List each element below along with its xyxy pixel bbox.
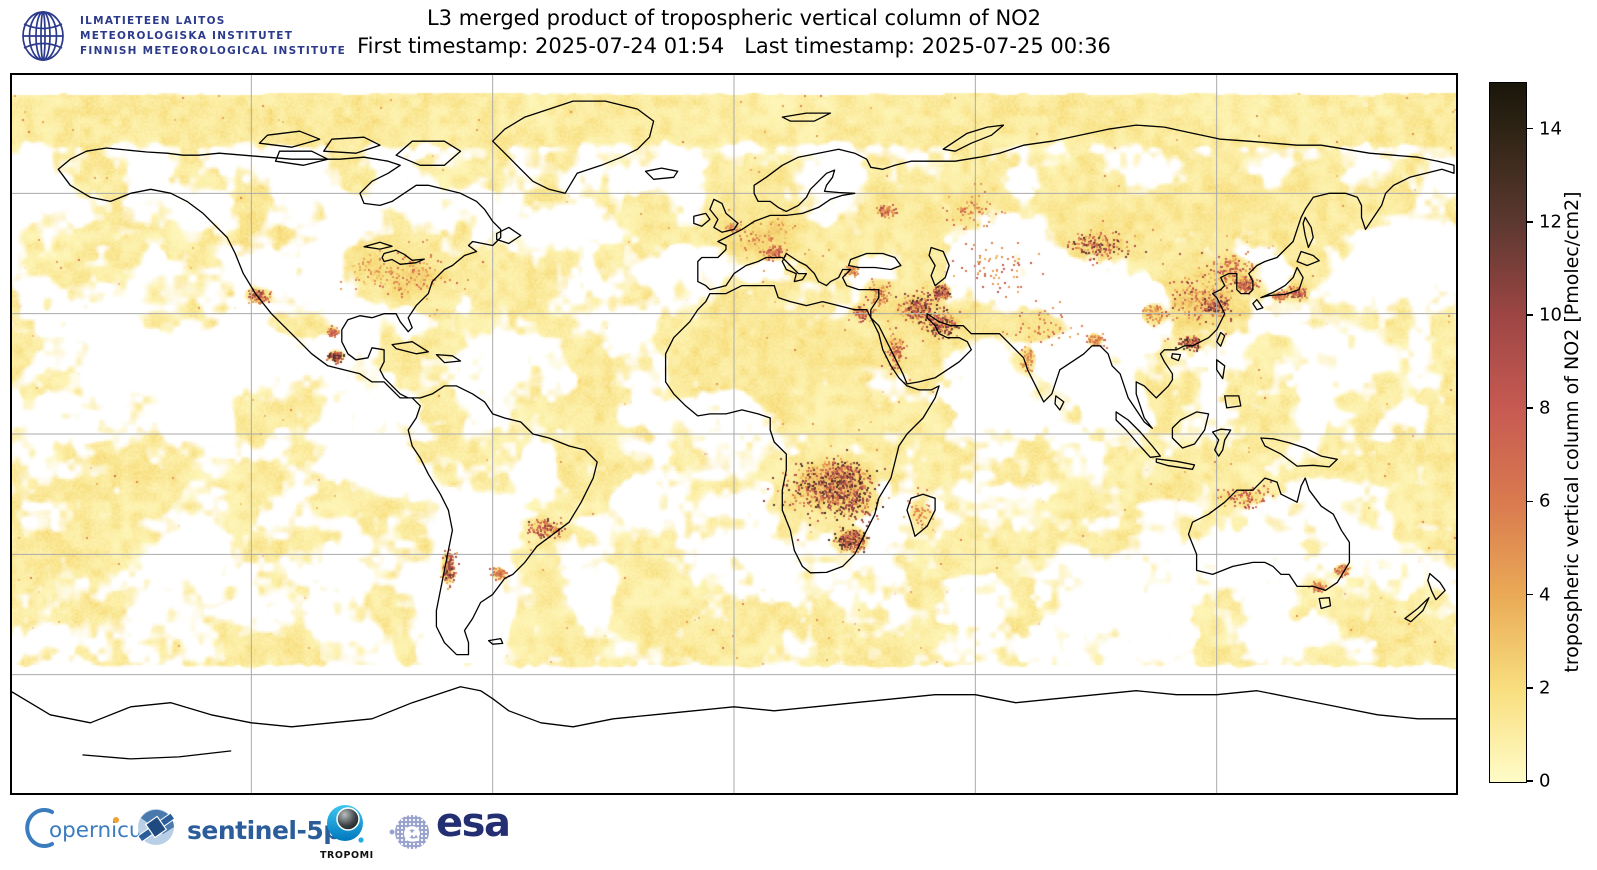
- gridlines-layer: [10, 73, 1458, 795]
- colorbar-tick: [1527, 780, 1533, 782]
- page-subtitle: First timestamp: 2025-07-24 01:54 Last t…: [357, 34, 1111, 58]
- svg-text:e: e: [403, 817, 421, 848]
- institute-line-en: FINNISH METEOROLOGICAL INSTITUTE: [80, 44, 347, 57]
- page-title: L3 merged product of tropospheric vertic…: [426, 6, 1042, 30]
- colorbar-tick: [1527, 221, 1533, 223]
- institute-line-fi: ILMATIETEEN LAITOS: [80, 14, 226, 27]
- esa-logo: e esa: [388, 800, 511, 854]
- colorbar: [1489, 82, 1527, 783]
- colorbar-tick: [1527, 593, 1533, 596]
- fmi-logo: ILMATIETEEN LAITOS METEOROLOGISKA INSTIT…: [20, 10, 346, 62]
- copernicus-crescent-icon: [25, 808, 54, 848]
- tropomi-logo: TROPOMI: [320, 802, 374, 861]
- tropomi-icon: [326, 805, 364, 843]
- colorbar-tick: [1527, 314, 1533, 316]
- colorbar-tick: [1527, 687, 1533, 689]
- sentinel5p-satellite-icon: [137, 809, 176, 845]
- copernicus-label: opernicus: [49, 816, 154, 843]
- map-frame: [10, 73, 1458, 795]
- sentinel5p-label: sentinel-5p: [187, 815, 341, 845]
- colorbar-tick: [1527, 500, 1533, 503]
- footer: opernicus sentinel-5p: [0, 796, 1597, 870]
- copernicus-dot-icon: [112, 816, 119, 823]
- tropomi-label: TROPOMI: [320, 850, 374, 861]
- map-overlay: [10, 73, 1458, 795]
- sentinel5p-logo: sentinel-5p: [133, 804, 341, 850]
- colorbar-tick-label: 6: [1539, 490, 1551, 512]
- esa-label: esa: [436, 800, 511, 846]
- colorbar-axis-label: tropospheric vertical column of NO2 [Pmo…: [1561, 191, 1583, 673]
- esa-globe-icon: e: [389, 815, 429, 849]
- colorbar-tick: [1527, 407, 1533, 409]
- colorbar-tick-label: 4: [1539, 584, 1551, 606]
- colorbar-tick-label: 0: [1539, 770, 1551, 792]
- coastlines-layer: [10, 100, 1458, 760]
- institute-name: ILMATIETEEN LAITOS METEOROLOGISKA INSTIT…: [80, 14, 346, 59]
- world-map: [10, 73, 1458, 795]
- colorbar-tick-label: 10: [1539, 304, 1562, 326]
- colorbar-tick-label: 12: [1539, 211, 1562, 233]
- fmi-globe-icon: [22, 11, 64, 61]
- copernicus-logo: opernicus: [22, 806, 154, 850]
- colorbar-tick: [1527, 127, 1533, 130]
- colorbar-tick-label: 2: [1539, 677, 1551, 699]
- institute-line-sv: METEOROLOGISKA INSTITUTET: [80, 29, 294, 42]
- colorbar-tick-label: 14: [1539, 118, 1562, 140]
- colorbar-tick-label: 8: [1539, 397, 1551, 419]
